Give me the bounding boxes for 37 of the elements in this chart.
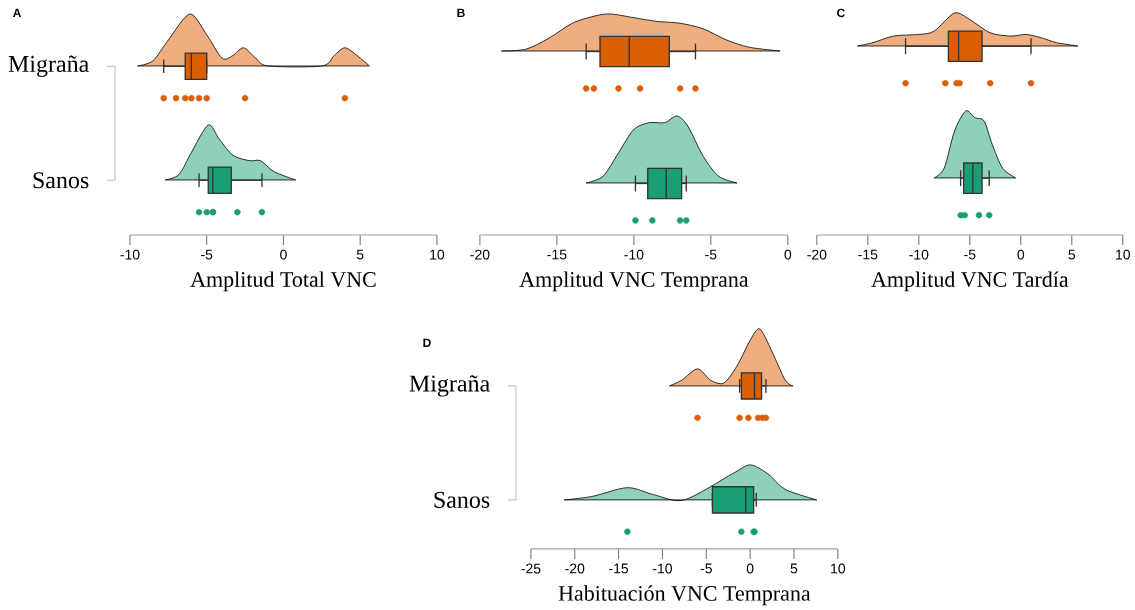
x-tick-label: -10 bbox=[652, 563, 673, 574]
x-tick-label: -5 bbox=[964, 249, 976, 260]
y-tick-label: Migraña bbox=[409, 375, 490, 397]
x-tick-label: -5 bbox=[201, 249, 213, 260]
x-tick-label: 0 bbox=[746, 563, 754, 574]
x-tick-label: 0 bbox=[1017, 249, 1025, 260]
x-tick-label: -20 bbox=[807, 249, 827, 260]
x-tick-label: -10 bbox=[909, 249, 929, 260]
x-tick-label: 0 bbox=[280, 249, 287, 260]
y-tick-label: Migraña bbox=[8, 55, 89, 78]
x-tick-label: 5 bbox=[356, 249, 364, 260]
x-axis-title: Amplitud Total VNC bbox=[190, 271, 376, 292]
text: A bbox=[13, 8, 22, 18]
x-tick-label: -20 bbox=[470, 249, 490, 260]
x-tick-label: -15 bbox=[858, 249, 878, 260]
y-tick-label: Sanos bbox=[33, 172, 89, 189]
x-tick-label: 10 bbox=[1116, 249, 1131, 260]
x-tick-label: 5 bbox=[790, 563, 798, 574]
x-tick-label: 0 bbox=[784, 249, 792, 260]
x-tick-label: -25 bbox=[521, 563, 541, 574]
chart-title: B bbox=[457, 8, 465, 18]
x-tick-label: -10 bbox=[624, 249, 644, 260]
x-tick-label: -5 bbox=[705, 249, 717, 260]
x-tick-label: 10 bbox=[831, 563, 846, 574]
x-tick-label: 5 bbox=[1068, 249, 1076, 260]
x-tick-label: -15 bbox=[547, 249, 567, 260]
x-tick-label: -15 bbox=[609, 563, 629, 574]
x-axis-title: Habituación VNC Temprana bbox=[558, 585, 811, 606]
chart-title: C bbox=[837, 8, 845, 18]
text: D bbox=[423, 338, 431, 348]
x-tick-label: -10 bbox=[120, 249, 140, 260]
x-tick-label: 10 bbox=[430, 249, 445, 260]
x-axis-title: Amplitud VNC Tardía bbox=[871, 271, 1069, 292]
y-tick-label: Sanos bbox=[434, 491, 490, 509]
x-tick-label: -5 bbox=[700, 563, 712, 574]
x-tick-label: -20 bbox=[565, 563, 585, 574]
x-axis-title: Amplitud VNC Temprana bbox=[519, 271, 749, 292]
